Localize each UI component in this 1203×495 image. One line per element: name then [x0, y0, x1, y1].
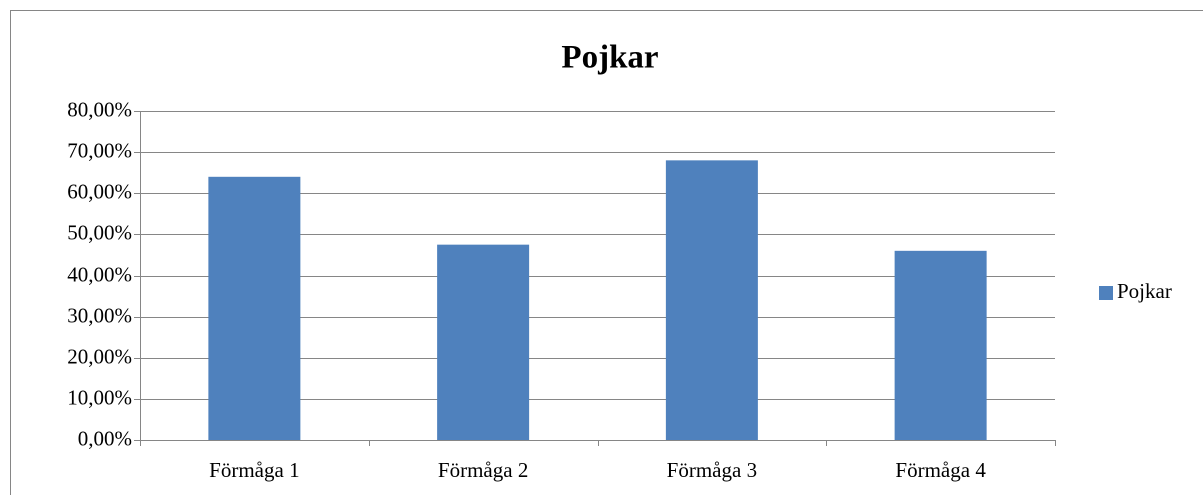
bar: [665, 160, 758, 440]
x-tick-label: Förmåga 1: [209, 458, 299, 482]
y-tick-label: 50,00%: [67, 220, 132, 244]
bar: [208, 176, 301, 441]
x-tick-label: Förmåga 2: [438, 458, 528, 482]
y-tick-label: 70,00%: [67, 138, 132, 162]
y-tick-label: 20,00%: [67, 344, 132, 368]
y-tick-label: 30,00%: [67, 303, 132, 327]
y-tick-label: 0,00%: [78, 426, 132, 450]
x-tick-label: Förmåga 4: [895, 458, 986, 482]
bar: [894, 250, 987, 440]
y-tick-label: 40,00%: [67, 262, 132, 286]
y-tick-label: 60,00%: [67, 179, 132, 203]
x-tick-label: Förmåga 3: [667, 458, 757, 482]
bar: [437, 244, 530, 440]
legend-label: Pojkar: [1117, 279, 1172, 303]
y-tick-label: 10,00%: [67, 385, 132, 409]
chart-title: Pojkar: [561, 40, 658, 76]
y-tick-label: 80,00%: [67, 97, 132, 121]
legend-swatch: [1099, 286, 1113, 300]
chart-border: [10, 10, 1203, 495]
